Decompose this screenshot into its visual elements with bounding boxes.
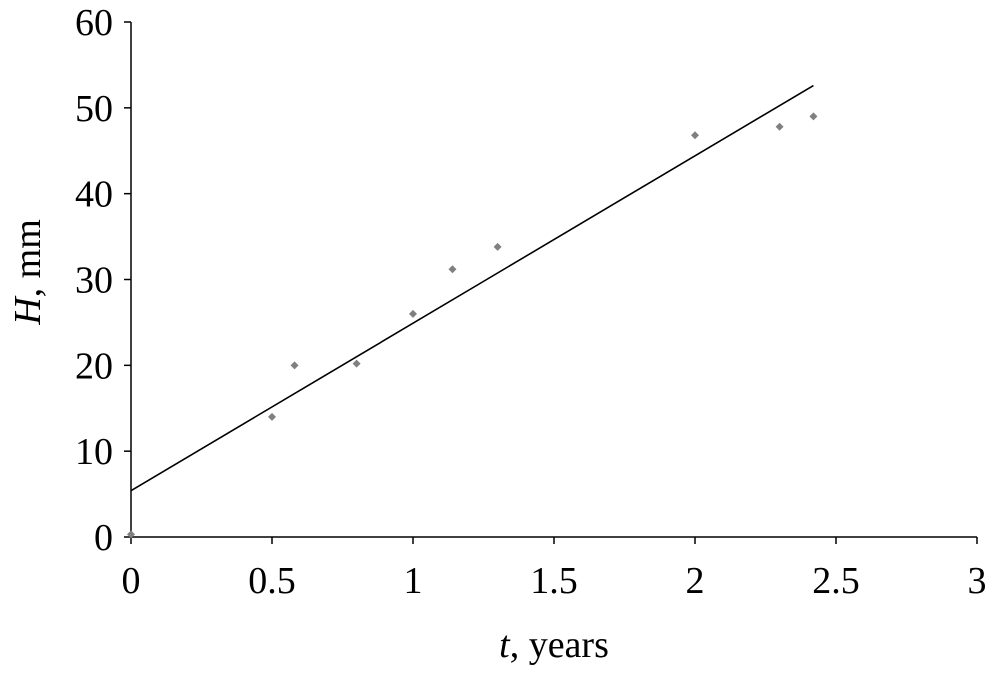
x-axis-title-rest: , years <box>510 624 609 666</box>
y-tick-label: 30 <box>75 260 113 302</box>
scatter-point <box>127 530 135 539</box>
scatter-point <box>493 242 502 251</box>
x-tick-label: 2.5 <box>812 560 860 602</box>
y-axis-title-rest: , mm <box>7 219 49 297</box>
scatter-point <box>268 412 276 421</box>
y-tick-label: 40 <box>75 174 113 216</box>
y-axis-title-var: H <box>7 295 49 326</box>
scatter-point <box>409 309 417 318</box>
y-tick-label: 50 <box>75 88 113 130</box>
x-tick-label: 1.5 <box>530 560 578 602</box>
x-tick-label: 1 <box>404 560 423 602</box>
x-tick-label: 2 <box>686 560 705 602</box>
scatter-point <box>290 361 299 370</box>
scatter-point <box>448 265 457 274</box>
y-tick-label: 60 <box>75 2 113 44</box>
scatter-point <box>691 131 699 140</box>
x-tick-label: 3 <box>968 560 987 602</box>
x-tick-label: 0 <box>122 560 141 602</box>
x-axis-title-var: t <box>499 624 511 666</box>
y-tick-label: 10 <box>75 431 113 473</box>
scatter-point <box>775 122 784 131</box>
scatter-point <box>352 359 361 368</box>
y-tick-label: 0 <box>94 517 113 559</box>
x-tick-label: 0.5 <box>248 560 296 602</box>
y-axis-title: H, mm <box>7 219 49 326</box>
trend-line <box>130 84 814 492</box>
y-tick-label: 20 <box>75 345 113 387</box>
x-axis-title: t, years <box>499 624 609 666</box>
scatter-point <box>809 112 818 121</box>
